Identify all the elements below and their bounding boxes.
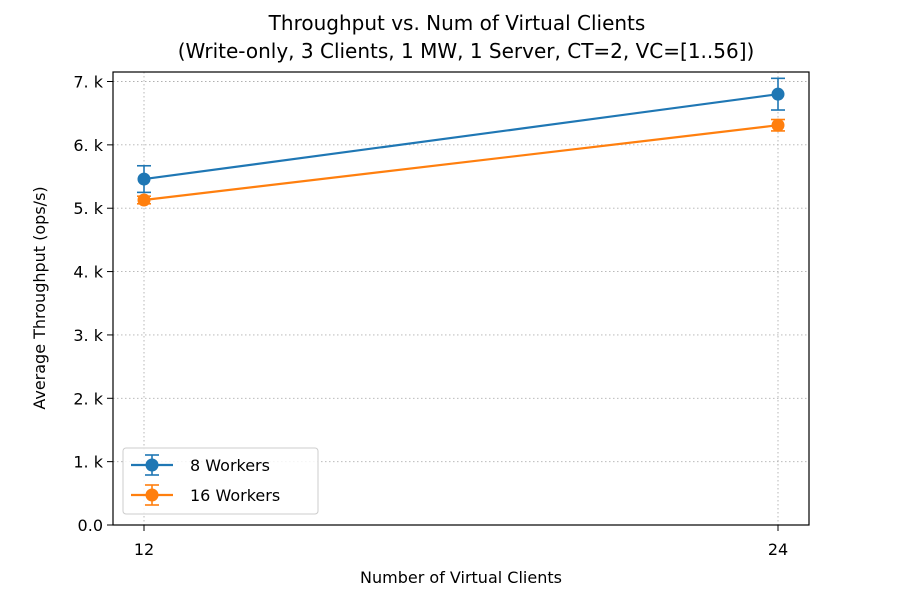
x-axis-label: Number of Virtual Clients	[360, 568, 562, 587]
legend-label: 8 Workers	[190, 456, 270, 475]
y-tick-label: 3. k	[73, 326, 103, 345]
data-point	[137, 172, 151, 186]
data-point	[771, 118, 785, 132]
chart-subtitle: (Write-only, 3 Clients, 1 MW, 1 Server, …	[178, 39, 755, 63]
y-tick-label: 6. k	[73, 136, 103, 155]
legend-entries: 8 Workers 16 Workers	[131, 454, 280, 506]
legend-entry-0: 8 Workers	[131, 454, 270, 476]
y-tick-label: 4. k	[73, 263, 103, 282]
data-point	[771, 87, 785, 101]
chart-title: Throughput vs. Num of Virtual Clients	[268, 11, 646, 35]
grid-lines	[113, 72, 809, 525]
series-line	[143, 93, 779, 181]
y-axis-label: Average Throughput (ops/s)	[30, 186, 49, 409]
series-line	[143, 124, 779, 202]
y-tick-label: 0.0	[78, 516, 103, 535]
x-tick-label: 12	[134, 540, 154, 559]
legend-label: 16 Workers	[190, 486, 280, 505]
plot-area-frame	[112, 71, 810, 526]
data-point	[137, 193, 151, 207]
series-0	[137, 77, 785, 194]
axis-ticks: 0.0 1. k 2. k 3. k 4. k 5. k 6. k 7. k 12 24	[73, 73, 788, 559]
legend-marker	[145, 458, 159, 472]
legend-entry-1: 16 Workers	[131, 484, 280, 506]
series-1	[137, 118, 785, 207]
y-tick-label: 7. k	[73, 73, 103, 92]
legend-marker	[145, 488, 159, 502]
y-tick-label: 5. k	[73, 199, 103, 218]
y-tick-label: 1. k	[73, 453, 103, 472]
legend: 8 Workers 16 Workers	[122, 447, 319, 515]
y-tick-label: 2. k	[73, 389, 103, 408]
series-layer	[137, 77, 785, 207]
x-tick-label: 24	[768, 540, 788, 559]
